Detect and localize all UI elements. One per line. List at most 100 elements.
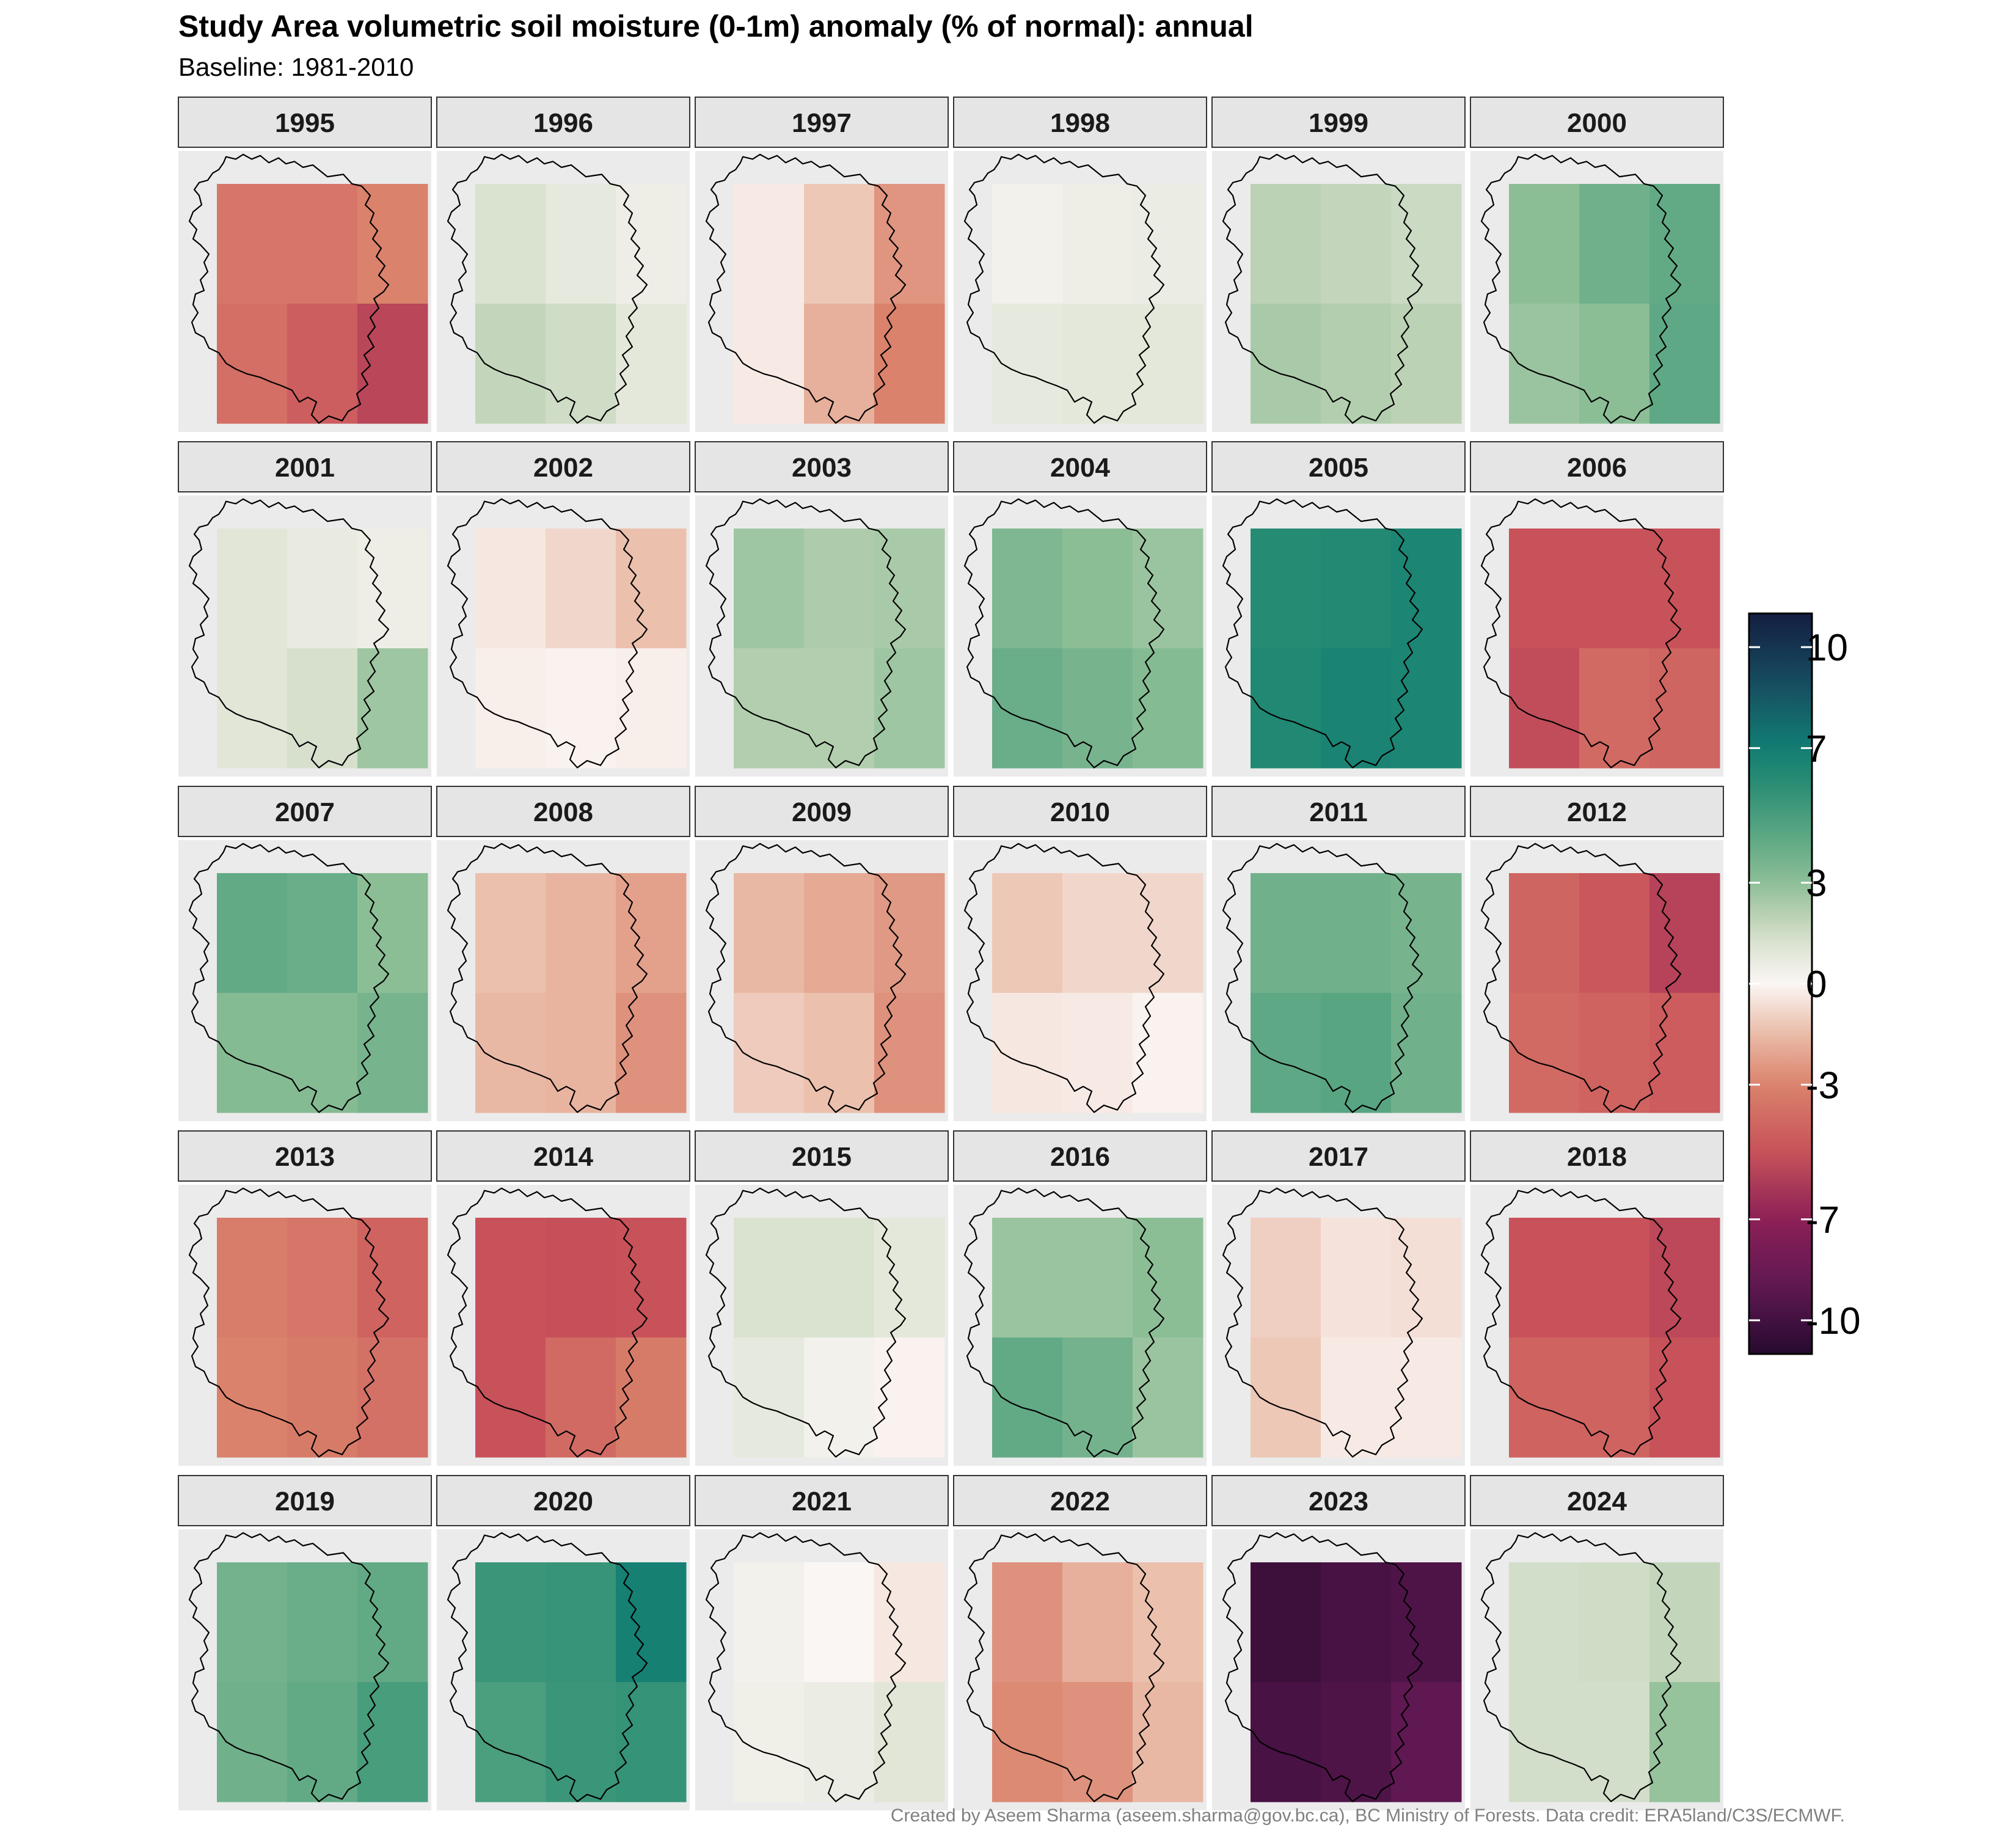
heatmap-cell <box>874 1682 945 1802</box>
study-area-outline <box>447 153 648 424</box>
heatmap-cell <box>1391 648 1462 769</box>
heatmap-cell <box>874 648 945 769</box>
facet-panel-1997: 1997 <box>695 97 949 432</box>
colorbar-tick-label: 10 <box>1806 627 1848 669</box>
heatmap-cell <box>1321 1218 1392 1338</box>
study-area-outline <box>1480 153 1682 424</box>
heatmap-cell <box>1391 1337 1462 1458</box>
facet-strip-label: 2014 <box>533 1142 593 1172</box>
heatmap-cell <box>874 529 945 649</box>
heatmap-cell <box>1251 1218 1321 1338</box>
heatmap-cell <box>992 304 1063 424</box>
heatmap-cell <box>1062 1562 1133 1683</box>
facet-strip-label: 2020 <box>533 1487 593 1517</box>
heatmap-cell <box>1509 304 1580 424</box>
facet-panel-2024: 2024 <box>1470 1475 1724 1810</box>
heatmap-cell <box>804 993 875 1113</box>
heatmap-cell <box>734 529 805 649</box>
heatmap-cell <box>217 1218 288 1338</box>
heatmap-cell <box>804 529 875 649</box>
heatmap-cell <box>734 304 805 424</box>
heatmap-cell <box>804 304 875 424</box>
facet-strip-label: 2018 <box>1567 1142 1627 1172</box>
study-area-outline <box>188 1532 390 1802</box>
facet-strip <box>695 1130 949 1182</box>
facet-strip <box>695 1475 949 1526</box>
study-area-outline <box>1480 1532 1682 1802</box>
facet-panel-2020: 2020 <box>436 1475 690 1810</box>
heatmap-cell <box>546 1218 616 1338</box>
heatmap-cell <box>992 1682 1063 1802</box>
study-area-outline <box>963 843 1165 1113</box>
heatmap-cell <box>1391 304 1462 424</box>
heatmap-cell <box>1509 184 1580 304</box>
heatmap-cell <box>357 304 428 424</box>
facet-strip-label: 2004 <box>1050 453 1110 483</box>
heatmap-cell <box>1133 304 1203 424</box>
heatmap-cell <box>217 1562 288 1683</box>
heatmap-cell <box>217 1682 288 1802</box>
heatmap-cell <box>734 1562 805 1683</box>
facet-panels: 1995 1996 1997 1998 1999 2000 2001 2002 2003 2004… <box>178 97 1724 1810</box>
heatmap-cell <box>616 304 687 424</box>
heatmap-cell <box>475 1218 546 1338</box>
heatmap-cell <box>287 1562 358 1683</box>
facet-panel-2023: 2023 <box>1211 1475 1466 1810</box>
heatmap-cell <box>1251 529 1321 649</box>
heatmap-cell <box>616 648 687 769</box>
facet-strip <box>178 441 432 492</box>
heatmap-cell <box>992 1562 1063 1683</box>
heatmap-cell <box>1579 873 1650 993</box>
facet-strip-label: 1998 <box>1050 108 1110 138</box>
facet-strip-label: 2016 <box>1050 1142 1110 1172</box>
heatmap-cell <box>357 1218 428 1338</box>
colorbar-tick-label: 3 <box>1806 863 1827 905</box>
facet-strip <box>178 786 432 837</box>
heatmap-cell <box>1321 1562 1392 1683</box>
study-area-outline <box>447 1532 648 1802</box>
heatmap-cell <box>1133 529 1203 649</box>
heatmap-cell <box>616 1218 687 1338</box>
heatmap-cell <box>1062 648 1133 769</box>
facet-strip-label: 2009 <box>792 797 852 827</box>
facet-panel-2013: 2013 <box>178 1130 432 1466</box>
heatmap-cell <box>217 304 288 424</box>
facet-strip-label: 1995 <box>275 108 335 138</box>
heatmap-cell <box>475 993 546 1113</box>
heatmap-cell <box>287 993 358 1113</box>
heatmap-cell <box>1509 1218 1580 1338</box>
facet-panel-1996: 1996 <box>436 97 690 432</box>
heatmap-cell <box>1579 648 1650 769</box>
heatmap-cell <box>616 873 687 993</box>
heatmap-cell <box>1062 993 1133 1113</box>
heatmap-cell <box>1062 1218 1133 1338</box>
facet-strip-label: 2007 <box>275 797 335 827</box>
facet-strip <box>695 97 949 148</box>
heatmap-cell <box>1251 1682 1321 1802</box>
facet-panel-2022: 2022 <box>953 1475 1207 1810</box>
facet-panel-1995: 1995 <box>178 97 432 432</box>
heatmap-cell <box>1062 1337 1133 1458</box>
facet-strip <box>178 1130 432 1182</box>
facet-strip <box>1211 786 1466 837</box>
facet-strip <box>1470 97 1724 148</box>
heatmap-cell <box>1509 1682 1580 1802</box>
heatmap-cell <box>874 993 945 1113</box>
heatmap-cell <box>1509 873 1580 993</box>
heatmap-cell <box>287 1682 358 1802</box>
facet-strip <box>953 441 1207 492</box>
heatmap-cell <box>1509 529 1580 649</box>
heatmap-cell <box>874 1218 945 1338</box>
heatmap-cell <box>1062 873 1133 993</box>
heatmap-cell <box>804 873 875 993</box>
heatmap-cell <box>475 304 546 424</box>
heatmap-cell <box>734 993 805 1113</box>
heatmap-cell <box>1133 1682 1203 1802</box>
facet-strip <box>1211 1475 1466 1526</box>
heatmap-cell <box>1321 184 1392 304</box>
chart-title: Study Area volumetric soil moisture (0-1… <box>178 9 1254 43</box>
heatmap-cell <box>1321 648 1392 769</box>
heatmap-cell <box>1321 529 1392 649</box>
heatmap-cell <box>1509 993 1580 1113</box>
